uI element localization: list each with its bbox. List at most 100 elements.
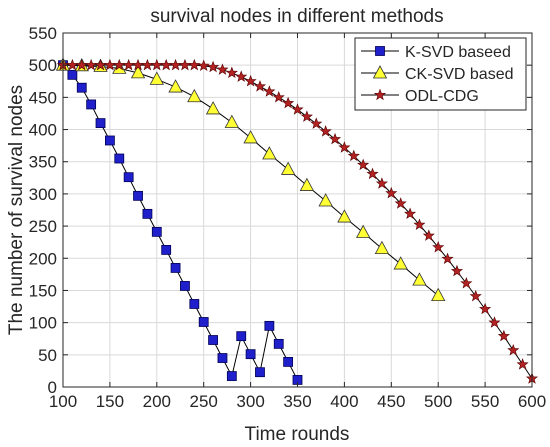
- legend-marker: [375, 46, 385, 56]
- y-axis-label: The number of survival nodes: [6, 85, 27, 335]
- y-tick-label: 200: [29, 249, 57, 268]
- data-point: [283, 356, 294, 367]
- x-tick-label: 250: [190, 392, 218, 411]
- y-tick-label: 500: [29, 56, 57, 75]
- data-point: [488, 316, 501, 328]
- legend-marker: [372, 65, 388, 79]
- data-point: [189, 299, 200, 309]
- data-point: [151, 226, 162, 237]
- data-point: [273, 338, 284, 349]
- x-tick-label: 500: [424, 392, 452, 411]
- data-point: [272, 91, 285, 103]
- data-point: [180, 281, 190, 291]
- data-point: [224, 114, 240, 128]
- data-point: [432, 240, 445, 253]
- data-point: [328, 132, 342, 145]
- data-point: [300, 110, 313, 122]
- data-point: [149, 71, 164, 85]
- chart-title: survival nodes in different methods: [150, 6, 443, 27]
- data-point: [67, 69, 78, 80]
- data-point: [280, 161, 296, 175]
- y-tick-label: 0: [48, 378, 57, 397]
- data-point: [236, 331, 247, 342]
- data-point: [226, 371, 237, 381]
- x-tick-label: 400: [330, 392, 358, 411]
- data-point: [262, 146, 277, 160]
- x-tick-label: 300: [236, 392, 264, 411]
- x-tick-label: 550: [471, 392, 499, 411]
- series-2: [55, 57, 446, 302]
- data-point: [404, 207, 417, 220]
- data-point: [95, 118, 106, 129]
- data-point: [460, 277, 473, 289]
- legend-marker: [373, 88, 387, 101]
- data-point: [337, 209, 352, 223]
- y-tick-label: 400: [29, 121, 57, 140]
- legend: K-SVD baseed CK-SVD based ODL-CDG: [354, 37, 527, 111]
- legend-label: CK-SVD based: [405, 66, 514, 83]
- axis-ticks: 100 150 200 250 300 350 400 450 500 550 600 0 50 100 1…: [29, 24, 547, 411]
- data-point: [235, 70, 248, 82]
- data-point: [394, 197, 407, 209]
- data-point: [188, 58, 201, 71]
- data-point: [205, 101, 221, 115]
- data-point: [422, 229, 435, 241]
- data-point: [114, 153, 125, 164]
- data-point: [142, 208, 153, 219]
- y-tick-label: 50: [38, 346, 57, 365]
- data-point: [347, 149, 360, 162]
- data-point: [244, 74, 257, 87]
- data-point: [253, 80, 267, 92]
- y-tick-label: 100: [29, 314, 57, 333]
- data-point: [357, 158, 370, 171]
- y-tick-label: 350: [29, 153, 57, 172]
- data-point: [374, 240, 390, 255]
- data-point: [319, 125, 332, 137]
- data-point: [497, 329, 510, 342]
- data-point: [105, 135, 115, 146]
- data-point: [516, 358, 529, 370]
- data-point: [385, 186, 398, 199]
- y-tick-label: 150: [29, 281, 57, 300]
- x-tick-label: 100: [49, 392, 77, 411]
- data-point: [299, 177, 315, 191]
- x-tick-label: 450: [377, 392, 405, 411]
- data-point: [338, 141, 351, 153]
- data-point: [187, 88, 202, 103]
- data-point: [86, 99, 97, 110]
- data-point: [412, 272, 427, 286]
- data-point: [318, 193, 333, 207]
- data-point: [431, 287, 446, 302]
- data-point: [170, 263, 181, 273]
- data-point: [393, 256, 408, 270]
- data-point: [225, 66, 238, 79]
- data-point: [255, 367, 265, 378]
- data-point: [133, 190, 143, 201]
- data-point: [310, 117, 323, 129]
- x-axis-label: Time rounds: [245, 424, 350, 445]
- data-point: [161, 245, 172, 255]
- data-point: [469, 289, 482, 302]
- data-point: [441, 252, 454, 265]
- data-point: [450, 264, 464, 277]
- data-point: [282, 96, 295, 109]
- data-point: [217, 353, 228, 363]
- legend-label: ODL-CDG: [405, 88, 479, 105]
- data-point: [197, 59, 210, 71]
- data-point: [208, 335, 218, 345]
- data-point: [245, 349, 256, 360]
- data-point: [263, 85, 276, 97]
- y-tick-label: 300: [29, 185, 57, 204]
- y-tick-label: 250: [29, 217, 57, 236]
- data-point: [375, 177, 388, 189]
- y-tick-label: 550: [29, 24, 57, 43]
- y-tick-label: 450: [29, 88, 57, 107]
- data-point: [216, 63, 229, 75]
- data-point: [291, 103, 304, 115]
- legend-label: K-SVD baseed: [405, 44, 511, 61]
- data-point: [507, 343, 520, 356]
- x-tick-label: 150: [96, 392, 124, 411]
- data-point: [264, 320, 275, 331]
- data-point: [76, 82, 87, 93]
